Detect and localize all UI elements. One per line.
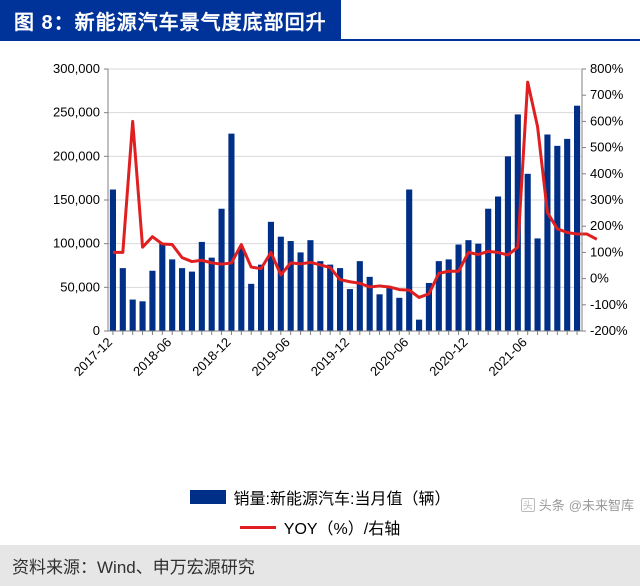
attribution-handle: @未来智库 — [569, 495, 634, 514]
svg-text:250,000: 250,000 — [53, 105, 100, 120]
svg-text:200,000: 200,000 — [53, 148, 100, 163]
svg-text:2018-12: 2018-12 — [189, 335, 233, 379]
svg-text:2019-12: 2019-12 — [308, 335, 352, 379]
svg-text:2018-06: 2018-06 — [130, 335, 174, 379]
svg-text:2020-12: 2020-12 — [426, 335, 470, 379]
svg-text:200%: 200% — [590, 218, 624, 233]
svg-text:100,000: 100,000 — [53, 236, 100, 251]
svg-text:100%: 100% — [590, 244, 624, 259]
attribution: 头 头条 @未来智库 — [521, 495, 634, 514]
svg-text:150,000: 150,000 — [53, 192, 100, 207]
line-swatch — [240, 526, 276, 529]
svg-text:300%: 300% — [590, 192, 624, 207]
svg-text:800%: 800% — [590, 61, 624, 76]
attribution-prefix: 头条 — [539, 495, 565, 514]
source-bar: 资料来源：Wind、申万宏源研究 — [0, 545, 640, 586]
title-bar: 图 8：新能源汽车景气度底部回升 — [0, 0, 640, 41]
svg-text:0%: 0% — [590, 271, 609, 286]
attribution-icon: 头 — [521, 498, 535, 512]
chart-area: 0 50,000 100,000 150,000 200,000 250,000 300,0… — [0, 41, 640, 481]
legend-bar: 销量:新能源汽车:当月值（辆） — [190, 485, 451, 509]
svg-text:-100%: -100% — [590, 297, 628, 312]
svg-text:-200%: -200% — [590, 323, 628, 338]
svg-text:600%: 600% — [590, 113, 624, 128]
svg-text:400%: 400% — [590, 166, 624, 181]
svg-text:0: 0 — [93, 323, 100, 338]
svg-text:2017-12: 2017-12 — [71, 335, 115, 379]
svg-text:50,000: 50,000 — [60, 279, 100, 294]
svg-text:2019-06: 2019-06 — [248, 335, 292, 379]
legend-line-label: YOY（%）/右轴 — [284, 515, 400, 539]
chart-svg: 0 50,000 100,000 150,000 200,000 250,000 300,0… — [0, 41, 640, 481]
legend-bar-label: 销量:新能源汽车:当月值（辆） — [234, 485, 451, 509]
svg-text:2020-06: 2020-06 — [367, 335, 411, 379]
legend-line: YOY（%）/右轴 — [240, 515, 400, 539]
bar-swatch — [190, 490, 226, 504]
svg-text:700%: 700% — [590, 87, 624, 102]
svg-text:500%: 500% — [590, 140, 624, 155]
svg-text:300,000: 300,000 — [53, 61, 100, 76]
svg-text:2021-06: 2021-06 — [485, 335, 529, 379]
chart-title: 图 8：新能源汽车景气度底部回升 — [0, 0, 341, 41]
